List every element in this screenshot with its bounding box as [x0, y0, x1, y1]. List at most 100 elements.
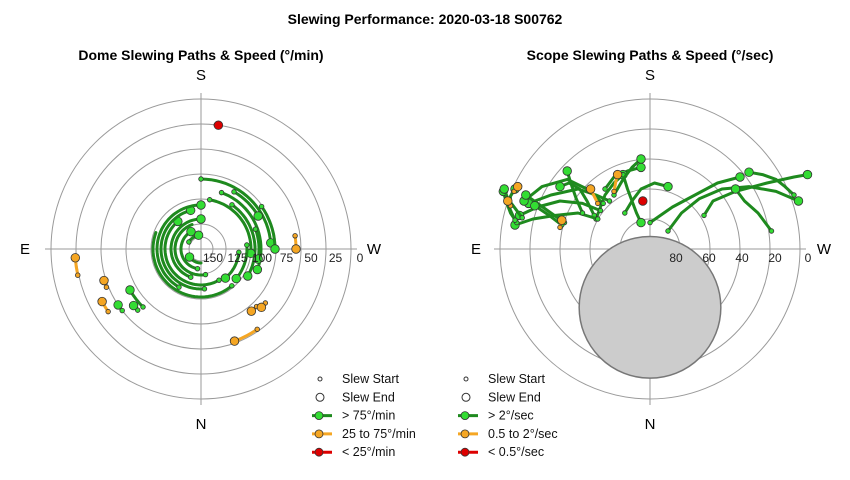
slew-start-marker [103, 284, 110, 290]
radial-tick-label: 125 [227, 251, 247, 265]
slew-end-marker [184, 252, 195, 262]
legend-swatch-marker [460, 411, 470, 421]
radial-tick-label: 0 [357, 251, 364, 265]
slew-start-marker [252, 226, 259, 232]
figure-title: Slewing Performance: 2020-03-18 S00762 [288, 11, 563, 27]
slew-path [254, 227, 261, 261]
legend-label: < 25°/min [342, 445, 395, 459]
slew-end-marker [291, 244, 301, 254]
slew-end-marker [513, 181, 523, 192]
slew-path [155, 203, 203, 289]
slew-path [666, 185, 800, 233]
slew-start-marker [647, 219, 653, 226]
slew-start-marker [512, 217, 518, 223]
slew-end-marker [612, 169, 623, 180]
slew-start-marker [600, 200, 606, 207]
dome-dir-north: N [196, 416, 207, 433]
slew-path [612, 157, 643, 197]
dome-polar-chart: Dome Slewing Paths & Speed (°/min) S N E… [20, 47, 416, 459]
slew-end-marker [213, 120, 224, 130]
slew-end-marker [99, 275, 109, 286]
slew-end-marker [636, 217, 646, 228]
legend-swatch-marker [314, 429, 324, 439]
slew-path [518, 199, 602, 217]
slew-end-marker [521, 190, 531, 200]
slew-path [260, 205, 277, 251]
slew-start-marker [75, 272, 81, 278]
legend-label: 25 to 75°/min [342, 427, 416, 441]
slew-path [159, 208, 206, 291]
slew-start-marker [557, 224, 563, 231]
slew-start-marker [791, 192, 797, 198]
legend-swatch-marker [460, 447, 470, 457]
radial-tick-label: 60 [702, 251, 716, 265]
radial-tick-label: 75 [280, 251, 294, 265]
slew-start-marker [519, 215, 525, 221]
slew-end-marker [243, 271, 253, 281]
radial-tick-label: 0 [805, 251, 812, 265]
legend-swatch-end [315, 392, 325, 402]
radial-tick-label: 150 [203, 251, 223, 265]
dome-chart-title: Dome Slewing Paths & Speed (°/min) [78, 47, 323, 63]
slew-path [199, 177, 273, 245]
slew-end-marker [125, 285, 135, 295]
slew-end-marker [499, 184, 509, 194]
scope-dir-south: S [645, 67, 655, 84]
slew-path [565, 169, 584, 215]
slew-end-marker [196, 200, 206, 210]
slew-start-marker [595, 200, 601, 207]
slew-path [179, 230, 199, 271]
slew-end-marker [585, 184, 596, 194]
slew-start-marker [622, 210, 628, 216]
slew-path [208, 198, 253, 255]
slew-start-marker [292, 233, 298, 239]
slew-path [234, 243, 249, 281]
slew-end-marker [802, 169, 813, 180]
legend-swatch-end [461, 392, 471, 402]
excluded-zone [578, 235, 722, 379]
slew-end-marker [270, 244, 280, 254]
slew-end-marker [557, 215, 567, 225]
slew-path [527, 187, 611, 205]
slew-start-marker [236, 249, 242, 256]
slew-start-marker [611, 188, 617, 195]
slew-start-marker [206, 197, 213, 203]
scope-dir-west: W [817, 241, 832, 258]
slew-start-marker [595, 216, 601, 222]
legend-swatch-marker [460, 429, 470, 439]
slew-path [223, 250, 241, 280]
legend-swatch-marker [314, 411, 324, 421]
slew-path [173, 223, 207, 277]
slew-end-marker [253, 211, 263, 221]
slew-end-marker [229, 336, 240, 346]
slew-end-marker [663, 181, 673, 192]
slew-start-marker [198, 176, 204, 182]
scope-dir-north: N [645, 416, 656, 433]
slew-start-marker [201, 286, 208, 292]
slew-end-marker [113, 300, 123, 310]
slew-start-marker [105, 308, 111, 315]
slew-start-marker [254, 326, 260, 332]
slew-start-marker [218, 189, 225, 196]
slew-start-marker [665, 228, 671, 234]
slew-start-marker [244, 242, 250, 248]
scope-dir-east: E [471, 241, 481, 258]
slew-start-marker [701, 212, 707, 219]
legend-label: Slew Start [488, 372, 545, 386]
slew-end-marker [186, 226, 196, 237]
slew-path [151, 231, 234, 299]
legend-label: Slew End [342, 390, 395, 404]
slew-path [169, 217, 203, 279]
radial-tick-label: 100 [252, 251, 272, 265]
legend-swatch-start [317, 376, 323, 382]
slew-path [734, 187, 773, 233]
slew-end-marker [638, 196, 648, 206]
slew-path [623, 181, 670, 215]
legend-label: Slew End [488, 390, 541, 404]
legend-label: < 0.5°/sec [488, 445, 544, 459]
slew-start-marker [258, 203, 265, 210]
slew-end-marker [128, 300, 139, 311]
radial-tick-label: 80 [669, 251, 683, 265]
slew-path [648, 175, 742, 225]
scope-polar-chart: Scope Slewing Paths & Speed (°/sec) S N … [458, 47, 832, 459]
